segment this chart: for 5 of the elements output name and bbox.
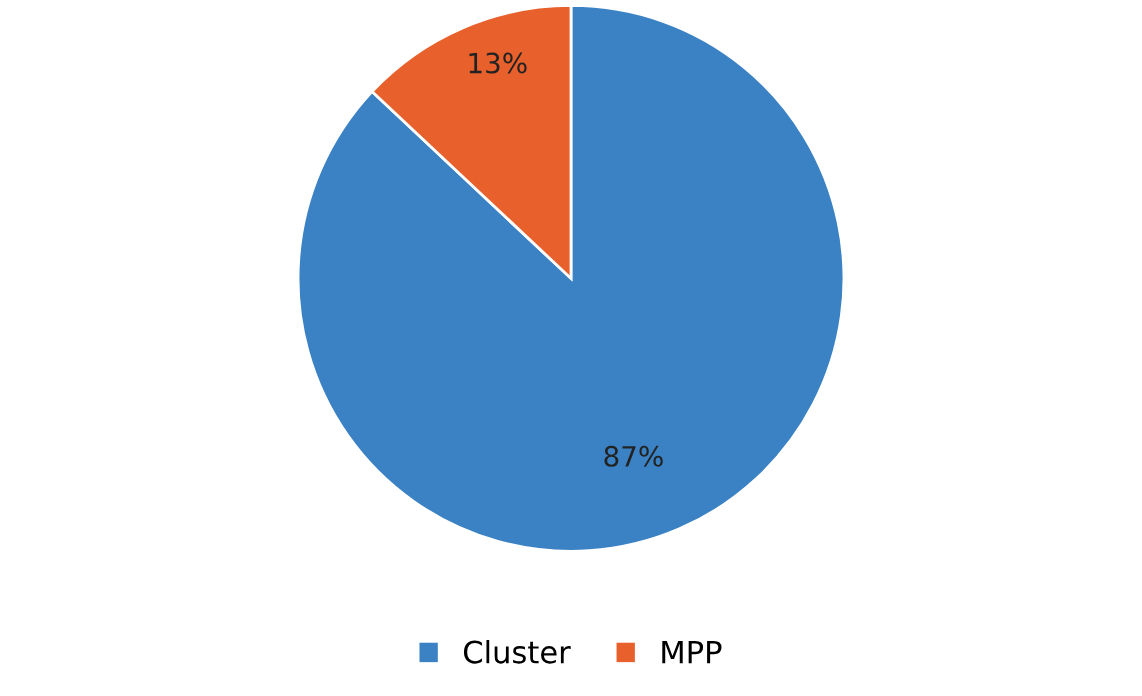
pie-slice [296,4,846,553]
legend-label: MPP [662,640,722,664]
data-label: 87% [604,445,663,467]
legend-label: Cluster [463,639,571,664]
data-label: 13% [469,52,527,74]
